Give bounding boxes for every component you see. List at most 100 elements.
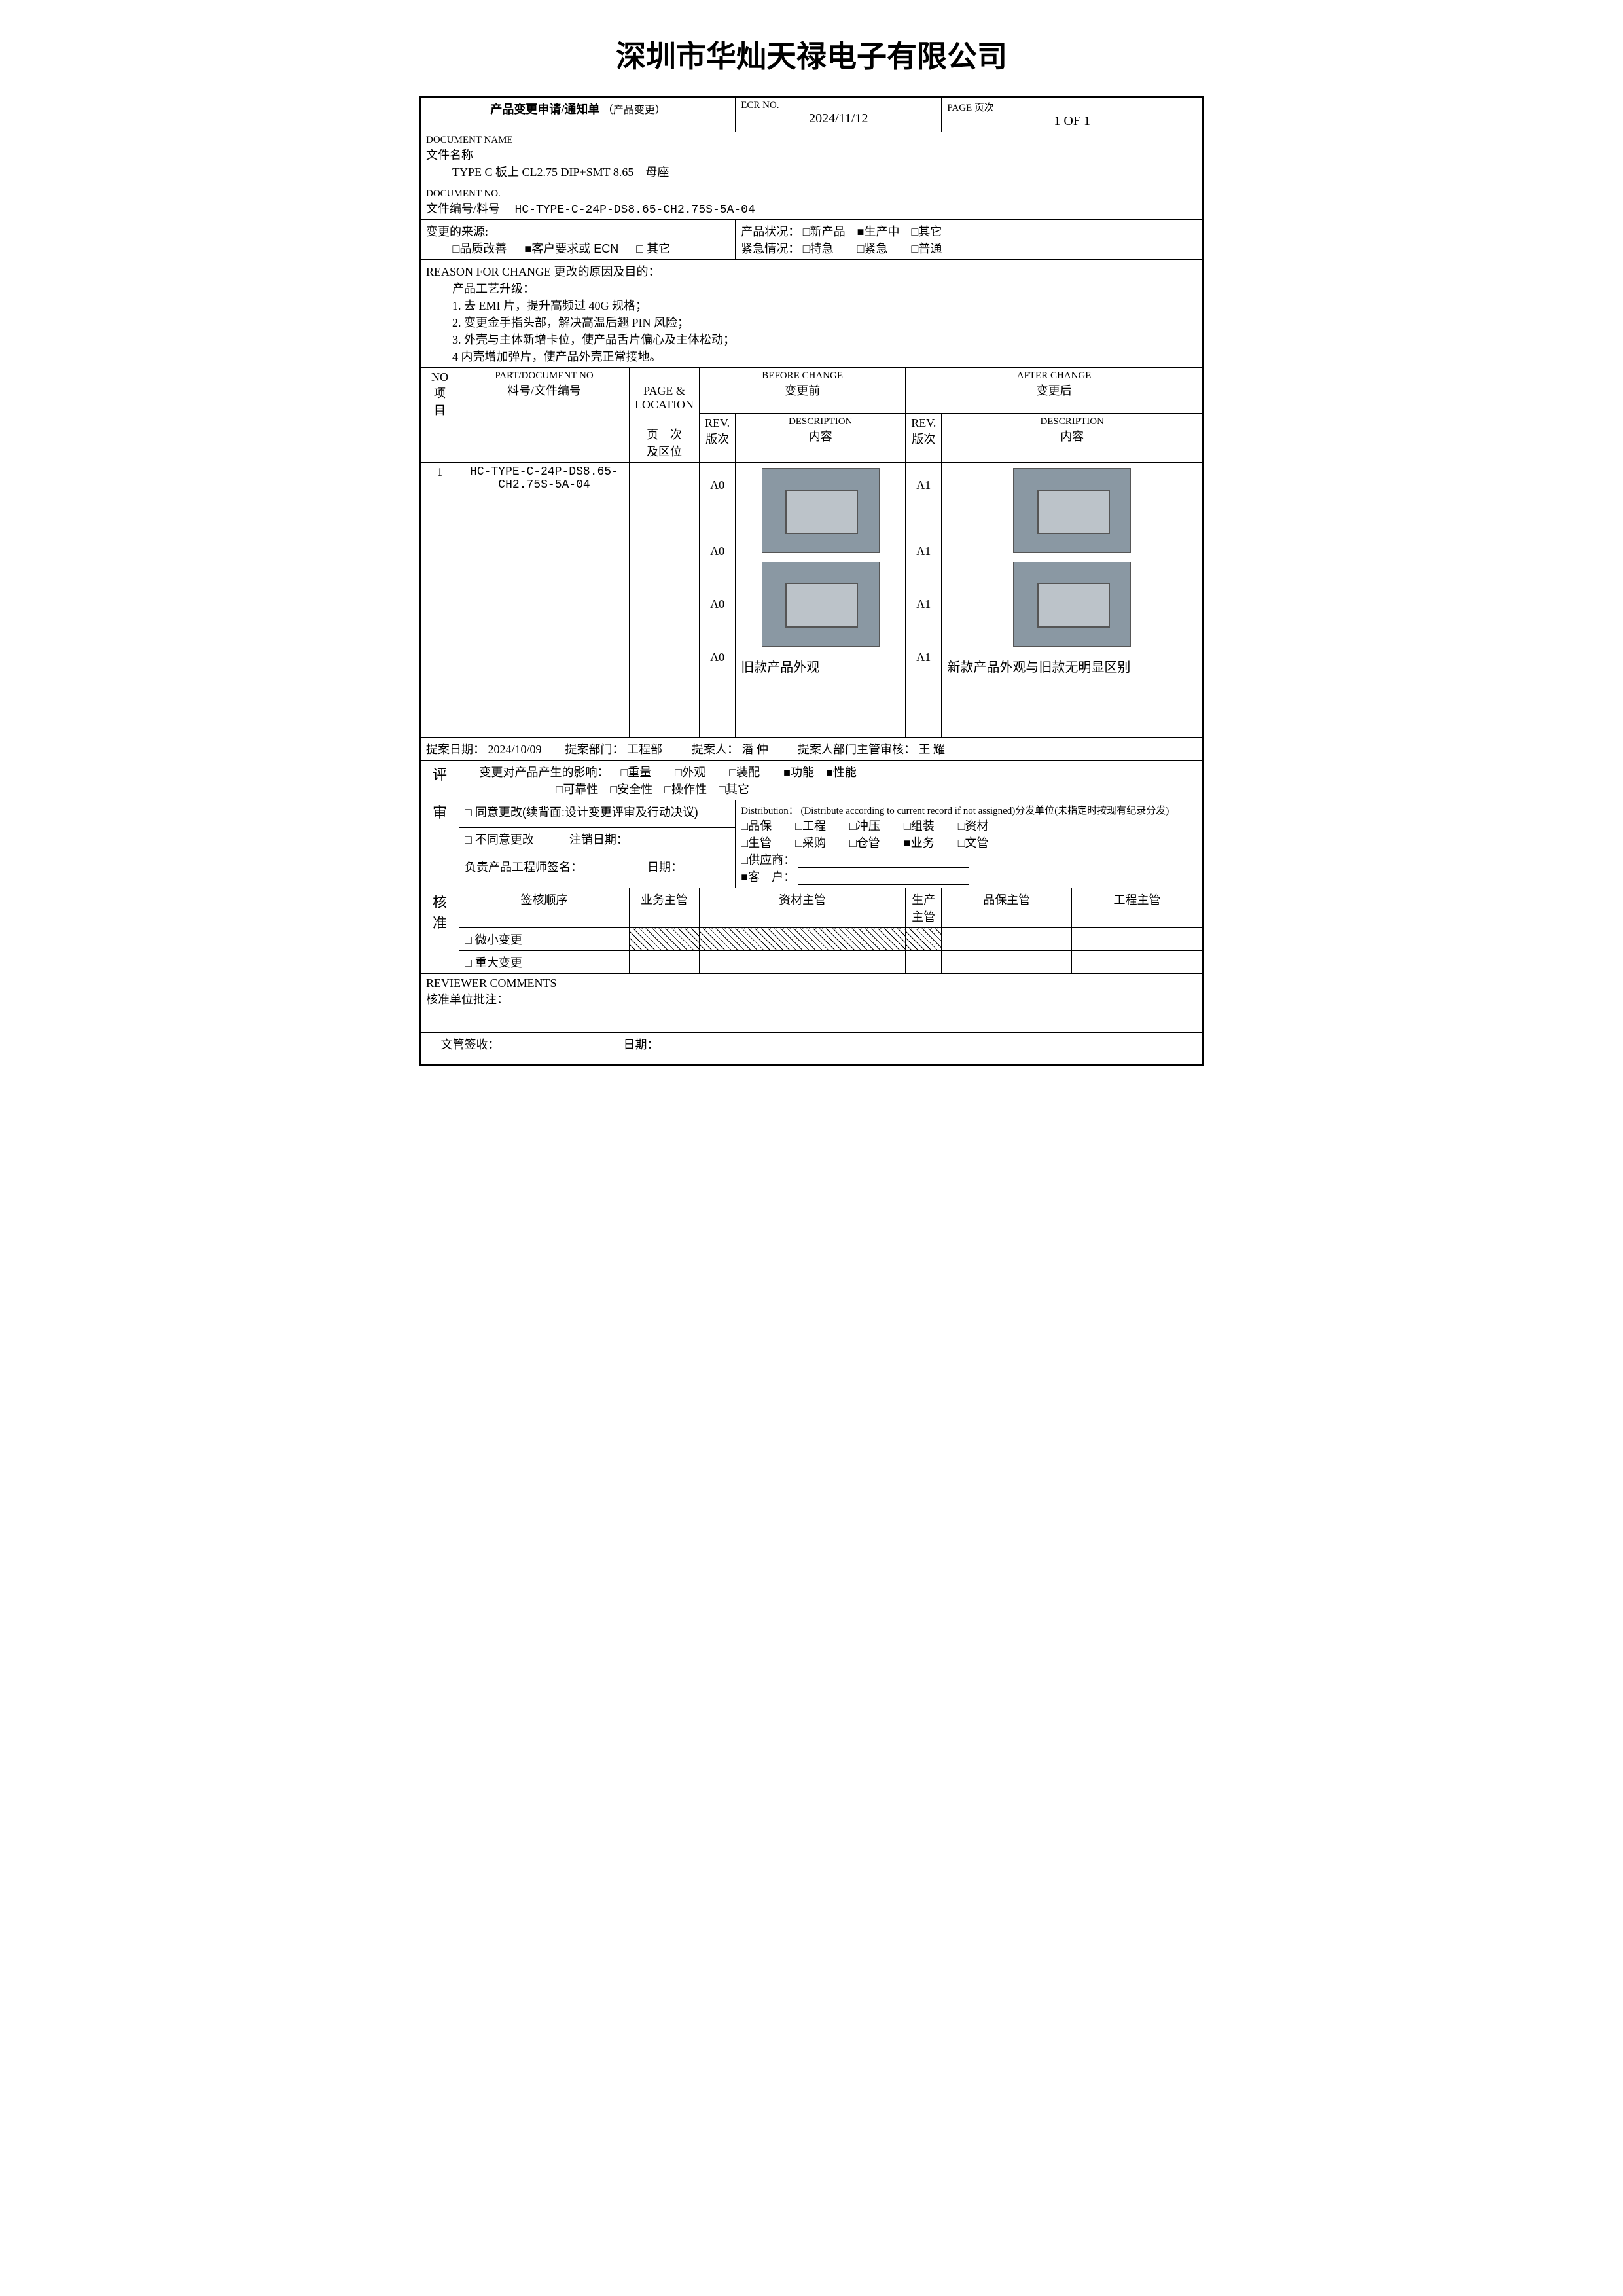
- impact-cell: 变更对产品产生的影响： □重量 □外观 □装配 ■功能 ■性能 □可靠性 □安全…: [459, 761, 1204, 800]
- row-no: 1: [420, 463, 459, 738]
- after-desc-text: 新款产品外观与旧款无明显区别: [947, 656, 1197, 675]
- desc-en-2: DESCRIPTION: [947, 416, 1197, 427]
- dist-row1: □品保 □工程 □冲压 □组装 □资材: [741, 817, 1197, 834]
- approve-h2: 资材主管: [700, 888, 906, 928]
- impact-label: 变更对产品产生的影响：: [480, 766, 609, 779]
- proposal-person-value: 潘 仲: [742, 743, 769, 756]
- change-source-label: 变更的来源:: [426, 225, 488, 238]
- disagree-cell: □ 不同意更改 注销日期：: [459, 828, 736, 855]
- before-image-2: [762, 562, 880, 647]
- minor-sign4: [942, 928, 1072, 951]
- before-image-1: [762, 468, 880, 553]
- proposal-sup-value: 王 耀: [919, 743, 946, 756]
- row-partno: HC-TYPE-C-24P-DS8.65-CH2.75S-5A-04: [459, 463, 630, 738]
- before-rev-3: A0: [705, 598, 730, 611]
- proposal-sup-label: 提案人部门主管审核：: [798, 743, 916, 756]
- distribution-cell: Distribution： (Distribute according to c…: [736, 800, 1204, 888]
- change-source-cell: 变更的来源: □品质改善 ■客户要求或 ECN □ 其它: [420, 220, 736, 260]
- review-section-label: 评 审: [420, 761, 459, 888]
- after-header: AFTER CHANGE 变更后: [906, 368, 1204, 414]
- after-rev-3: A1: [911, 598, 936, 611]
- doc-no-label-en: DOCUMENT NO.: [426, 188, 501, 199]
- part-label-en: PART/DOCUMENT NO: [465, 370, 624, 382]
- approve-order-header: 签核顺序: [459, 888, 630, 928]
- page-label: PAGE 页次: [947, 100, 1197, 114]
- impact-row1: □重量 □外观 □装配 ■功能 ■性能: [621, 766, 857, 779]
- urgency-label: 紧急情况：: [741, 242, 800, 255]
- dist-row2: □生管 □采购 □仓管 ■业务 □文管: [741, 834, 1197, 851]
- form-subtitle: （产品变更）: [603, 105, 666, 116]
- before-rev-cell: A0 A0 A0 A0: [700, 463, 736, 738]
- proposal-date-label: 提案日期：: [426, 743, 485, 756]
- supplier-label: □供应商：: [741, 853, 795, 867]
- proposal-row: 提案日期： 2024/10/09 提案部门： 工程部 提案人： 潘 仲 提案人部…: [420, 738, 1204, 761]
- after-rev-1: A1: [911, 478, 936, 492]
- before-desc-text: 旧款产品外观: [741, 656, 900, 675]
- dist-label: Distribution： (Distribute according to c…: [741, 803, 1197, 817]
- before-cn: 变更前: [705, 382, 900, 399]
- form-title-cell: 产品变更申请/通知单 （产品变更）: [420, 97, 736, 132]
- major-sign3: [906, 951, 942, 974]
- reason-line0: 产品工艺升级：: [426, 279, 1197, 296]
- opt-quality: □品质改善: [453, 242, 507, 255]
- after-image-2: [1013, 562, 1131, 647]
- ecn-form-table: 产品变更申请/通知单 （产品变更） ECR NO. 2024/11/12 PAG…: [419, 96, 1204, 1066]
- comments-cell: REVIEWER COMMENTS 核准单位批注：: [420, 974, 1204, 1033]
- approve-h3: 生产主管: [906, 888, 942, 928]
- ecr-label: ECR NO.: [741, 100, 936, 111]
- after-rev-2: A1: [911, 545, 936, 558]
- minor-sign1: [630, 928, 700, 951]
- reason-line1: 1. 去 EMI 片，提升高频过 40G 规格；: [426, 296, 1197, 314]
- approve-section-label: 核 准: [420, 888, 459, 974]
- col-no-header: NO 项 目: [420, 368, 459, 463]
- opt-other: □ 其它: [636, 242, 670, 255]
- approve-h1: 业务主管: [630, 888, 700, 928]
- proposal-dept-label: 提案部门：: [565, 743, 624, 756]
- page-value: 1 OF 1: [947, 114, 1197, 129]
- doc-name-cell: DOCUMENT NAME 文件名称 TYPE C 板上 CL2.75 DIP+…: [420, 132, 1204, 183]
- major-sign5: [1072, 951, 1204, 974]
- reason-line2: 2. 变更金手指头部，解决高温后翘 PIN 风险；: [426, 314, 1197, 331]
- minor-sign2: [700, 928, 906, 951]
- approve-h5: 工程主管: [1072, 888, 1204, 928]
- row-pageloc: [630, 463, 700, 738]
- comments-en: REVIEWER COMMENTS: [426, 977, 1197, 990]
- major-sign2: [700, 951, 906, 974]
- doc-no-label-cn: 文件编号/料号: [426, 202, 500, 215]
- before-rev-header: REV. 版次: [700, 413, 736, 462]
- part-label-cn: 料号/文件编号: [465, 382, 624, 399]
- impact-row2: □可靠性 □安全性 □操作性 □其它: [556, 783, 750, 796]
- agree-cell: □ 同意更改(续背面:设计变更评审及行动决议): [459, 800, 736, 828]
- before-rev-1: A0: [705, 478, 730, 492]
- after-en: AFTER CHANGE: [911, 370, 1197, 382]
- engineer-sign-cell: 负责产品工程师签名： 日期：: [459, 855, 736, 888]
- reason-line4: 4 内壳增加弹片，使产品外壳正常接地。: [426, 348, 1197, 365]
- urgency-opts: □特急 □紧急 □普通: [803, 242, 942, 255]
- status-opts: □新产品 ■生产中 □其它: [803, 225, 942, 238]
- desc-cn-2: 内容: [947, 427, 1197, 444]
- after-image-1: [1013, 468, 1131, 553]
- doc-name-value: TYPE C 板上 CL2.75 DIP+SMT 8.65 母座: [426, 163, 1197, 180]
- before-en: BEFORE CHANGE: [705, 370, 900, 382]
- ecr-value: 2024/11/12: [741, 111, 936, 126]
- proposal-date-value: 2024/10/09: [488, 743, 542, 756]
- after-desc-header: DESCRIPTION 内容: [942, 413, 1204, 462]
- supplier-line: [798, 856, 969, 868]
- doc-name-label-cn: 文件名称: [426, 146, 1197, 163]
- reason-line3: 3. 外壳与主体新增卡位，使产品舌片偏心及主体松动；: [426, 331, 1197, 348]
- minor-sign5: [1072, 928, 1204, 951]
- form-title: 产品变更申请/通知单: [490, 103, 599, 116]
- minor-sign3: [906, 928, 942, 951]
- desc-cn-1: 内容: [741, 427, 900, 444]
- footer-receiver: 文管签收：: [441, 1038, 500, 1051]
- minor-change-cell: □ 微小变更: [459, 928, 630, 951]
- col-pageloc-header: PAGE & LOCATION 页 次 及区位: [630, 368, 700, 463]
- status-urgency-cell: 产品状况： □新产品 ■生产中 □其它 紧急情况： □特急 □紧急 □普通: [736, 220, 1204, 260]
- before-desc-header: DESCRIPTION 内容: [736, 413, 906, 462]
- pageloc-en: PAGE & LOCATION: [635, 384, 694, 411]
- customer-label: ■客 户：: [741, 870, 795, 884]
- doc-no-value: HC-TYPE-C-24P-DS8.65-CH2.75S-5A-04: [515, 204, 755, 217]
- reason-label: REASON FOR CHANGE 更改的原因及目的：: [426, 262, 1197, 279]
- after-cn: 变更后: [911, 382, 1197, 399]
- proposal-person-label: 提案人：: [692, 743, 739, 756]
